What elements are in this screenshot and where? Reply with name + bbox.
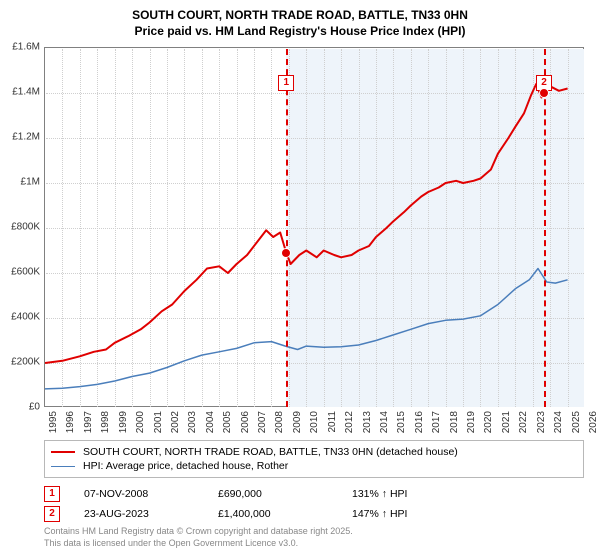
x-tick-label: 2013 (362, 411, 373, 433)
sale-price-2: £1,400,000 (218, 508, 328, 520)
legend-swatch-price (51, 451, 75, 453)
x-tick-label: 2022 (518, 411, 529, 433)
y-tick-label: £800K (11, 222, 40, 233)
sales-table: 1 07-NOV-2008 £690,000 131% ↑ HPI 2 23-A… (44, 484, 584, 524)
y-tick-label: £1M (21, 177, 40, 188)
legend: SOUTH COURT, NORTH TRADE ROAD, BATTLE, T… (44, 440, 584, 478)
x-tick-label: 2003 (187, 411, 198, 433)
x-tick-label: 1999 (118, 411, 129, 433)
attribution-line-2: This data is licensed under the Open Gov… (44, 538, 584, 550)
x-tick-label: 2021 (501, 411, 512, 433)
y-tick-label: £600K (11, 267, 40, 278)
x-tick-label: 2025 (571, 411, 582, 433)
x-tick-label: 1998 (100, 411, 111, 433)
plot-region: 12 (44, 47, 584, 407)
x-tick-label: 2000 (135, 411, 146, 433)
x-tick-label: 2007 (257, 411, 268, 433)
sale-change-2: 147% ↑ HPI (352, 508, 462, 520)
x-tick-label: 2019 (466, 411, 477, 433)
x-tick-label: 2001 (153, 411, 164, 433)
sale-change-1: 131% ↑ HPI (352, 488, 462, 500)
x-tick-label: 2023 (536, 411, 547, 433)
y-tick-label: £0 (29, 402, 40, 413)
marker-dot-1 (281, 248, 291, 258)
sale-marker-2: 2 (44, 506, 60, 522)
x-tick-label: 2014 (379, 411, 390, 433)
sale-date-1: 07-NOV-2008 (84, 488, 194, 500)
x-tick-label: 2006 (240, 411, 251, 433)
marker-dot-2 (539, 88, 549, 98)
attribution-line-1: Contains HM Land Registry data © Crown c… (44, 526, 584, 538)
x-tick-label: 2020 (483, 411, 494, 433)
legend-label-price: SOUTH COURT, NORTH TRADE ROAD, BATTLE, T… (83, 446, 458, 458)
chart-container: SOUTH COURT, NORTH TRADE ROAD, BATTLE, T… (0, 0, 600, 560)
x-tick-label: 1997 (83, 411, 94, 433)
y-tick-label: £200K (11, 357, 40, 368)
x-tick-label: 2008 (274, 411, 285, 433)
x-tick-label: 2012 (344, 411, 355, 433)
sale-row-2: 2 23-AUG-2023 £1,400,000 147% ↑ HPI (44, 504, 584, 524)
legend-item-price: SOUTH COURT, NORTH TRADE ROAD, BATTLE, T… (51, 445, 577, 459)
x-tick-label: 2010 (309, 411, 320, 433)
x-tick-label: 2024 (553, 411, 564, 433)
legend-swatch-hpi (51, 466, 75, 467)
x-tick-label: 2017 (431, 411, 442, 433)
y-tick-label: £1.2M (12, 132, 40, 143)
x-tick-label: 2005 (222, 411, 233, 433)
x-tick-label: 2011 (327, 411, 338, 433)
y-tick-label: £400K (11, 312, 40, 323)
sale-price-1: £690,000 (218, 488, 328, 500)
title-line-1: SOUTH COURT, NORTH TRADE ROAD, BATTLE, T… (0, 8, 600, 24)
x-tick-label: 1995 (48, 411, 59, 433)
title-line-2: Price paid vs. HM Land Registry's House … (0, 24, 600, 40)
sale-row-1: 1 07-NOV-2008 £690,000 131% ↑ HPI (44, 484, 584, 504)
chart-title: SOUTH COURT, NORTH TRADE ROAD, BATTLE, T… (0, 0, 600, 39)
x-tick-label: 1996 (65, 411, 76, 433)
x-tick-label: 2026 (588, 411, 599, 433)
y-tick-label: £1.4M (12, 87, 40, 98)
marker-label-1: 1 (278, 75, 294, 91)
x-tick-label: 2015 (396, 411, 407, 433)
legend-label-hpi: HPI: Average price, detached house, Roth… (83, 460, 288, 472)
y-tick-label: £1.6M (12, 42, 40, 53)
attribution: Contains HM Land Registry data © Crown c… (44, 526, 584, 549)
x-tick-label: 2009 (292, 411, 303, 433)
x-tick-label: 2004 (205, 411, 216, 433)
sale-date-2: 23-AUG-2023 (84, 508, 194, 520)
x-tick-label: 2002 (170, 411, 181, 433)
line-series (45, 48, 585, 408)
sale-marker-1: 1 (44, 486, 60, 502)
x-tick-label: 2016 (414, 411, 425, 433)
chart-area: 12 £0£200K£400K£600K£800K£1M£1.2M£1.4M£1… (44, 47, 584, 407)
legend-item-hpi: HPI: Average price, detached house, Roth… (51, 459, 577, 473)
x-tick-label: 2018 (449, 411, 460, 433)
